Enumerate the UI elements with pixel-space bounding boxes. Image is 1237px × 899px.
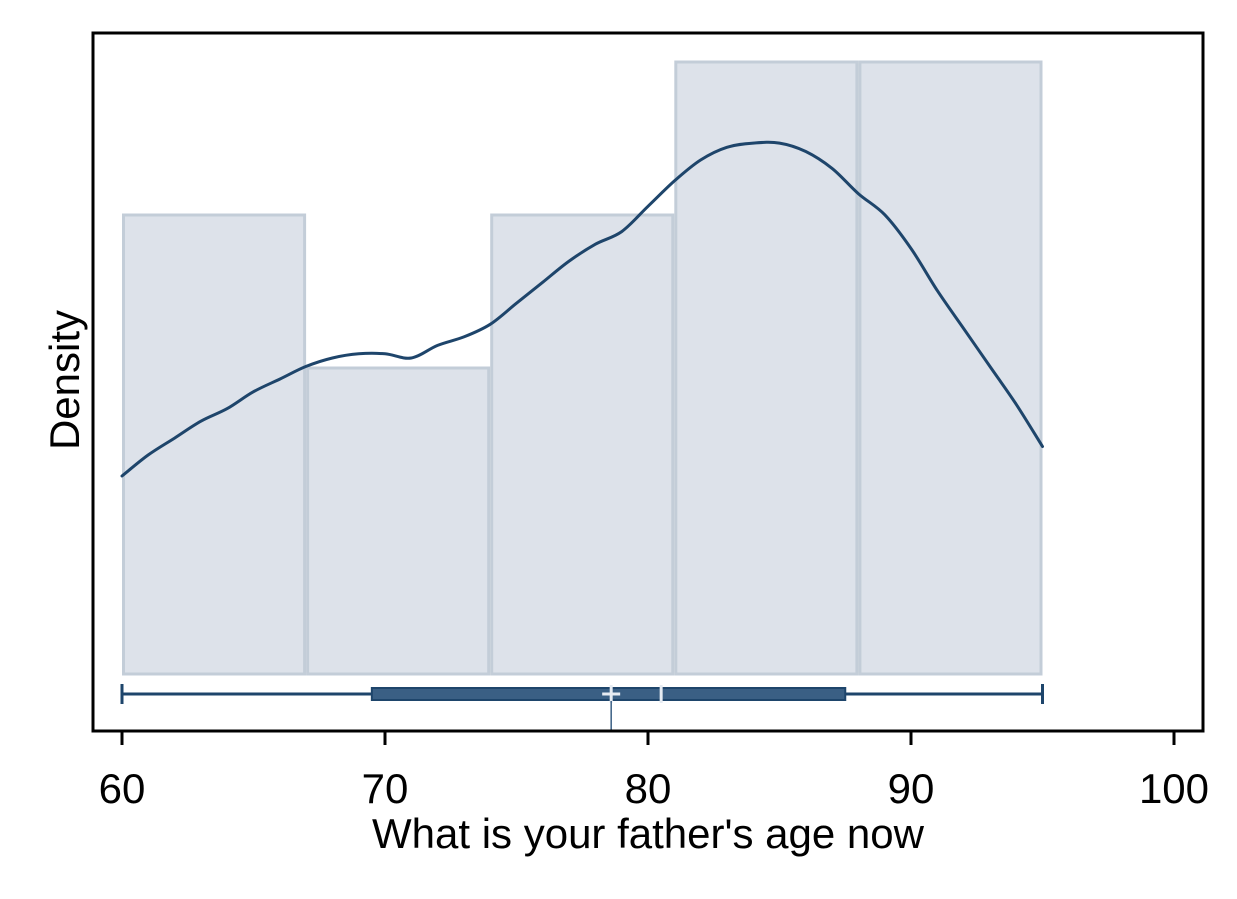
boxplot xyxy=(120,684,1044,731)
x-axis-label: What is your father's age now xyxy=(372,810,925,857)
histogram-bar-1 xyxy=(122,213,307,676)
histogram-bar-2 xyxy=(306,366,491,676)
histogram-bars xyxy=(122,60,1043,676)
y-axis-label: Density xyxy=(41,310,88,450)
histogram-bar-4 xyxy=(674,60,859,676)
x-tick-label-80: 80 xyxy=(625,765,672,812)
histogram-bar-5 xyxy=(858,60,1043,676)
x-tick-label-100: 100 xyxy=(1139,765,1209,812)
histogram-bar-3 xyxy=(490,213,675,676)
x-axis-ticks: 60 70 80 90 100 xyxy=(99,731,1209,812)
x-tick-label-70: 70 xyxy=(362,765,409,812)
x-tick-label-60: 60 xyxy=(99,765,146,812)
density-curve xyxy=(120,140,1044,478)
x-tick-label-90: 90 xyxy=(888,765,935,812)
